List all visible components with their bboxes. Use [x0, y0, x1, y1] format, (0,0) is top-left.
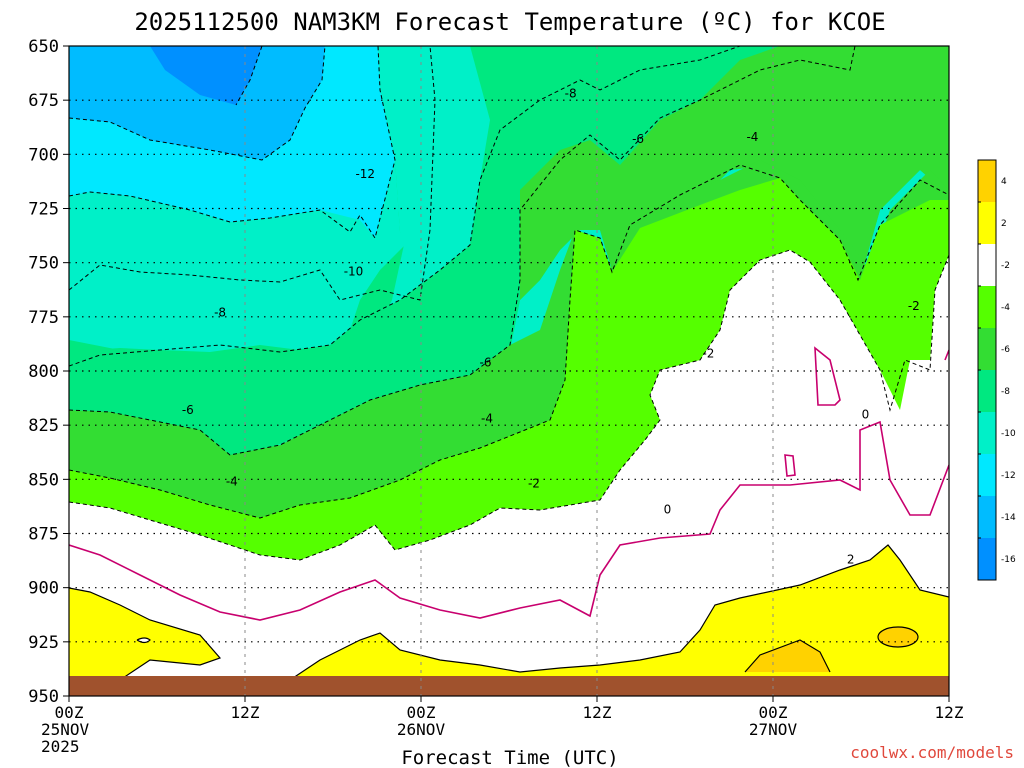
band-above-4 — [745, 640, 830, 672]
y-tick-label: 950 — [28, 687, 59, 707]
contour-label: -10 — [344, 264, 364, 278]
contour-label: -4 — [226, 475, 238, 489]
contour-label: -12 — [355, 167, 375, 181]
colorbar-swatch — [978, 496, 996, 538]
colorbar-swatch — [978, 328, 996, 370]
colorbar-tick-label: -16 — [1001, 555, 1016, 565]
x-tick-label: 12Z — [583, 703, 612, 722]
contour-label: -2 — [908, 299, 920, 313]
y-tick-label: 900 — [28, 579, 59, 599]
colorbar-tick-label: -12 — [1001, 471, 1016, 481]
contour-label: -6 — [480, 355, 492, 369]
colorbar-swatch — [978, 286, 996, 328]
y-tick-label: 700 — [28, 145, 59, 165]
x-tick-label: 26NOV — [397, 720, 446, 739]
colorbar-tick-label: -6 — [1001, 345, 1010, 355]
y-tick-label: 825 — [28, 416, 59, 436]
y-tick-label: 800 — [28, 362, 59, 382]
y-tick-label: 875 — [28, 525, 59, 545]
contour-label: -4 — [481, 412, 493, 426]
contour-label: -6 — [182, 403, 194, 417]
colorbar-swatch — [978, 244, 996, 286]
contour-label: -2 — [702, 347, 714, 361]
contour-label: -8 — [565, 87, 577, 101]
contour-label: -8 — [214, 306, 226, 320]
negative-contours — [69, 46, 949, 561]
chart-title: 2025112500 NAM3KM Forecast Temperature (… — [134, 8, 885, 36]
band-minus14-to-minus16 — [69, 46, 325, 160]
x-tick-label: 2025 — [41, 737, 80, 756]
colorbar-tick-label: -14 — [1001, 513, 1016, 523]
colorbar-tick-label: 4 — [1001, 177, 1007, 187]
band-above-4-small — [877, 626, 919, 648]
contour-label: -2 — [528, 477, 540, 491]
contour-label: 2 — [847, 553, 855, 567]
y-axis: 650 675 700 725 750 775 800 825 850 875 900 925 950 — [28, 37, 69, 707]
y-tick-label: 725 — [28, 200, 59, 220]
contour-label: 0 — [664, 503, 672, 517]
colorbar-tick-label: -8 — [1001, 387, 1010, 397]
y-tick-label: 675 — [28, 91, 59, 111]
y-tick-label: 650 — [28, 37, 59, 57]
credit-link[interactable]: coolwx.com/models — [850, 743, 1014, 762]
temperature-field — [69, 46, 949, 696]
colorbar-tick-label: 2 — [1001, 219, 1007, 229]
band-2-to-4-left — [69, 588, 220, 682]
x-tick-label: 12Z — [935, 703, 964, 722]
y-tick-label: 850 — [28, 470, 59, 490]
x-tick-label: 00Z — [407, 703, 436, 722]
x-tick-label: 25NOV — [41, 720, 90, 739]
colorbar-swatch — [978, 454, 996, 496]
colorbar-swatch — [978, 412, 996, 454]
colorbar-swatch — [978, 160, 996, 202]
x-axis-label: Forecast Time (UTC) — [401, 747, 618, 768]
colorbar: 4 2 -2 -4 -6 -8 -10 -12 -14 -16 — [977, 159, 1016, 581]
contour-label: 0 — [862, 407, 870, 421]
ground-below-surface — [69, 676, 949, 696]
y-tick-label: 750 — [28, 254, 59, 274]
colorbar-swatch — [978, 202, 996, 244]
contour-label: -4 — [746, 130, 758, 144]
x-tick-label: 00Z — [759, 703, 788, 722]
colorbar-tick-label: -10 — [1001, 429, 1016, 439]
x-tick-label: 27NOV — [749, 720, 798, 739]
colorbar-tick-label: -4 — [1001, 303, 1010, 313]
colorbar-tick-label: -2 — [1001, 261, 1010, 271]
colorbar-swatch — [978, 538, 996, 580]
y-tick-label: 925 — [28, 633, 59, 653]
band-below-minus16 — [150, 46, 262, 105]
y-tick-label: 775 — [28, 308, 59, 328]
contour-labels: -8 -6 -4 -12 -10 -8 -6 -2 -2 -6 0 -4 -4 -2 0 2 — [182, 87, 920, 567]
x-tick-label: 12Z — [231, 703, 260, 722]
x-tick-label: 00Z — [55, 703, 84, 722]
positive-contours — [69, 544, 949, 681]
contour-label: -6 — [632, 132, 644, 146]
colorbar-swatch — [978, 370, 996, 412]
band-0-to-minus2 — [69, 250, 949, 696]
zero-contour — [69, 346, 949, 621]
